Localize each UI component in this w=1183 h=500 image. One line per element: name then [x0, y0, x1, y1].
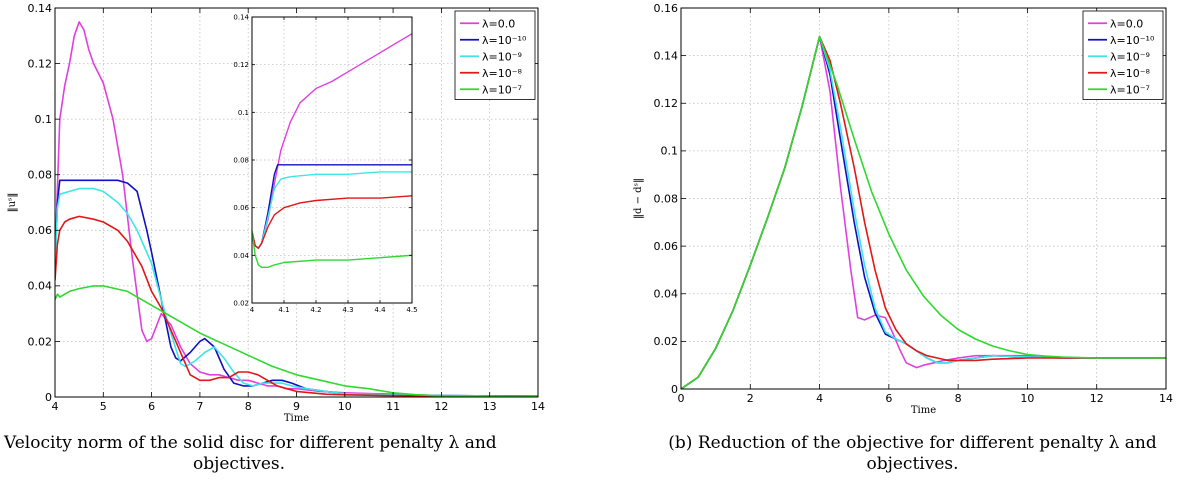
left-main-legend-box — [454, 10, 536, 100]
left-inset-ytick-label: 0.06 — [233, 204, 249, 212]
right-main-ytick-label: 0.04 — [654, 288, 679, 301]
left-main-xtick-label: 5 — [100, 400, 107, 413]
left-inset-xtick-label: 4.4 — [374, 306, 386, 314]
left-inset-xtick-label: 4.1 — [278, 306, 289, 314]
left-main-ylabel: ‖uˢ‖ — [7, 193, 18, 213]
left-main-xtick-label: 4 — [52, 400, 59, 413]
right-main-xtick-label: 0 — [678, 392, 685, 405]
left-main-xlabel: Time — [284, 413, 309, 424]
right-main-legend-box — [1082, 10, 1164, 100]
caption-left: Velocity norm of the solid disc for diff… — [4, 433, 497, 475]
right-main-legend-label: λ=10⁻⁷ — [1110, 83, 1150, 96]
left-main-xtick-label: 14 — [531, 400, 545, 413]
left-main-legend-label: λ=0.0 — [482, 17, 515, 30]
right-main-xtick-label: 6 — [885, 392, 892, 405]
right-main-legend-label: λ=10⁻¹⁰ — [1110, 34, 1155, 47]
right-main-ytick-label: 0.08 — [654, 192, 679, 205]
right-main-xtick-label: 4 — [816, 392, 823, 405]
right-main-xtick-label: 14 — [1159, 392, 1173, 405]
left-main-legend-label: λ=10⁻⁸ — [482, 67, 523, 80]
left-main-xtick-label: 9 — [293, 400, 300, 413]
left-main-ytick-label: 0.14 — [28, 2, 53, 15]
right-main-xlabel: Time — [911, 405, 936, 416]
left-main-xtick-label: 8 — [245, 400, 252, 413]
right-main-legend-label: λ=0.0 — [1110, 17, 1143, 30]
left-main-ytick-label: 0 — [45, 391, 52, 404]
left-inset-ytick-label: 0.14 — [233, 13, 249, 21]
left-inset-ytick-label: 0.02 — [233, 299, 249, 307]
right-main-ylabel: ‖d − dˢ‖ — [633, 178, 644, 219]
right-main-ytick-label: 0.02 — [654, 335, 679, 348]
right-main-legend-label: λ=10⁻⁸ — [1110, 67, 1151, 80]
left-main-xtick-label: 11 — [386, 400, 400, 413]
right-main-xtick-label: 2 — [747, 392, 754, 405]
caption-left-line2: objectives. — [192, 454, 286, 474]
left-main-legend-label: λ=10⁻⁷ — [482, 83, 522, 96]
right-main-series-30d830-line — [681, 35, 1166, 389]
left-main-legend-label: λ=10⁻⁹ — [482, 50, 522, 63]
left-main-series-1010c0-line — [55, 179, 538, 397]
left-main-series-e01818-line — [55, 215, 538, 397]
right-main-ytick-label: 0.06 — [654, 240, 679, 253]
left-main-xtick-label: 13 — [483, 400, 497, 413]
left-inset-xtick-label: 4 — [250, 306, 255, 314]
left-main-xtick-label: 6 — [148, 400, 155, 413]
left-inset-chart: 4 4.1 4.2 4.3 4.4 4.5 0.02 0.04 0.06 0.08 0.1 0.12 0… — [233, 13, 417, 314]
left-inset-series-e01818-line — [252, 195, 412, 249]
left-inset-xtick-label: 4.2 — [310, 306, 321, 314]
right-main-ytick-label: 0.1 — [661, 145, 679, 158]
left-inset-ytick-label: 0.12 — [233, 61, 249, 69]
right-main-legend-label: λ=10⁻⁹ — [1110, 50, 1150, 63]
left-main-xtick-label: 10 — [338, 400, 352, 413]
left-inset-series-30d830-line — [252, 231, 412, 268]
right-main-ytick-label: 0.16 — [654, 2, 679, 15]
right-main-xtick-label: 10 — [1020, 392, 1034, 405]
left-main-legend-label: λ=10⁻¹⁰ — [482, 34, 527, 47]
left-main-series-3ee6e6-line — [55, 187, 538, 397]
caption-right: (b) Reduction of the objective for diffe… — [640, 433, 1183, 475]
left-inset-ytick-label: 0.1 — [238, 109, 249, 117]
right-main-xtick-label: 8 — [955, 392, 962, 405]
left-main-ytick-label: 0.12 — [28, 57, 53, 70]
left-main-xtick-label: 7 — [196, 400, 203, 413]
caption-left-line1: Velocity norm of the solid disc for diff… — [4, 433, 497, 453]
left-main-ytick-label: 0.02 — [28, 335, 53, 348]
caption-right-line1: (b) Reduction of the objective for diffe… — [668, 433, 1157, 453]
left-main-ytick-label: 0.06 — [28, 224, 53, 237]
caption-right-line2: objectives. — [866, 454, 959, 474]
right-main-ytick-label: 0.12 — [654, 97, 679, 110]
left-inset-ytick-label: 0.08 — [233, 156, 249, 164]
left-main-ytick-label: 0.08 — [28, 169, 53, 182]
left-inset-xtick-label: 4.3 — [342, 306, 353, 314]
right-main-xtick-label: 12 — [1090, 392, 1104, 405]
left-main-ytick-label: 0.04 — [28, 280, 53, 293]
left-main-ytick-label: 0.1 — [35, 113, 53, 126]
left-main-series-30d830-line — [55, 285, 538, 397]
left-inset-xtick-label: 4.5 — [406, 306, 417, 314]
right-main-chart: 0 2 4 6 8 10 12 14 0 0.02 0.04 0.06 0.08 0.1 0.12 0.14 0… — [633, 2, 1173, 416]
right-main-ytick-label: 0.14 — [654, 49, 679, 62]
left-main-xtick-label: 12 — [434, 400, 448, 413]
right-main-ytick-label: 0 — [671, 383, 678, 396]
left-inset-ytick-label: 0.04 — [233, 252, 249, 260]
